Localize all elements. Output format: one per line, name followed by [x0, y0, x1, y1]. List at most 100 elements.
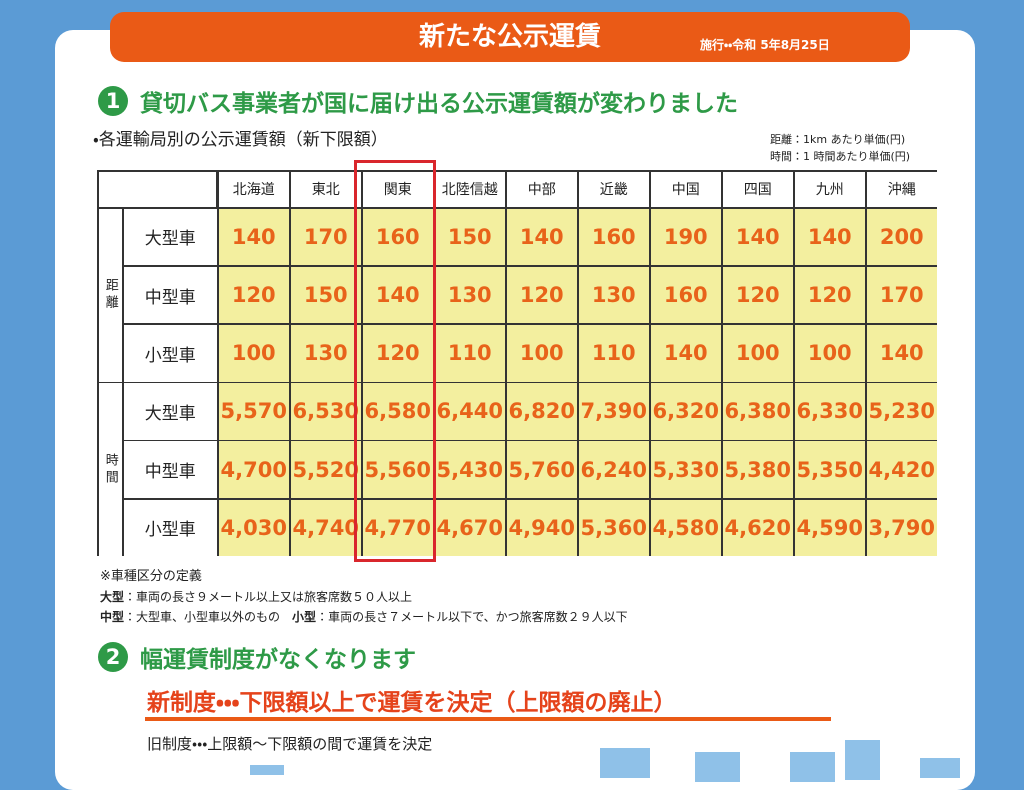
- fare-cell: 140: [650, 324, 721, 382]
- fare-cell: 200: [866, 208, 937, 266]
- column-header: 北海道: [218, 171, 289, 207]
- note-text: ：車両の長さ９メートル以上又は旅客席数５０人以上: [124, 590, 413, 604]
- note-label: 大型: [100, 590, 125, 604]
- fare-cell: 6,240: [578, 441, 649, 498]
- vehicle-type: 大型車: [123, 383, 217, 440]
- fare-cell: 5,560: [362, 441, 433, 498]
- fare-cell: 4,590: [794, 499, 865, 557]
- fare-cell: 4,670: [434, 499, 505, 557]
- fare-cell: 110: [434, 324, 505, 382]
- fare-table: 北海道 東北 関東 北陸信越 中部 近畿 中国 四国 九州 沖縄 距離 大型車 140 170 160 150…: [97, 170, 937, 557]
- fare-cell: 7,390: [578, 383, 649, 440]
- fare-cell: 4,030: [218, 499, 289, 557]
- group-label: 距離: [98, 208, 122, 382]
- header-bar: [110, 12, 910, 62]
- fare-cell: 6,580: [362, 383, 433, 440]
- decoration: [695, 752, 740, 782]
- column-header: 九州: [794, 171, 865, 207]
- fare-cell: 6,380: [722, 383, 793, 440]
- decoration: [600, 748, 650, 778]
- vehicle-type: 小型車: [123, 499, 217, 557]
- fare-cell: 5,380: [722, 441, 793, 498]
- fare-cell: 130: [434, 266, 505, 324]
- fare-cell: 5,350: [794, 441, 865, 498]
- fare-cell: 100: [506, 324, 577, 382]
- column-header: 北陸信越: [434, 171, 505, 207]
- fare-cell: 140: [362, 266, 433, 324]
- section-heading: 貸切バス事業者が国に届け出る公示運賃額が変わりました: [140, 91, 738, 117]
- fare-cell: 170: [290, 208, 361, 266]
- fare-cell: 110: [578, 324, 649, 382]
- fare-cell: 100: [218, 324, 289, 382]
- corner-cell: [98, 171, 216, 207]
- fare-cell: 4,740: [290, 499, 361, 557]
- fare-cell: 160: [578, 208, 649, 266]
- fare-cell: 170: [866, 266, 937, 324]
- column-header: 近畿: [578, 171, 649, 207]
- fare-cell: 5,360: [578, 499, 649, 557]
- fare-cell: 150: [290, 266, 361, 324]
- fare-cell: 140: [722, 208, 793, 266]
- fare-cell: 4,420: [866, 441, 937, 498]
- fare-cell: 4,580: [650, 499, 721, 557]
- fare-cell: 6,820: [506, 383, 577, 440]
- vehicle-type: 小型車: [123, 324, 217, 382]
- fare-cell: 5,760: [506, 441, 577, 498]
- fare-cell: 160: [650, 266, 721, 324]
- fare-cell: 6,330: [794, 383, 865, 440]
- column-header: 四国: [722, 171, 793, 207]
- decoration: [250, 765, 284, 775]
- fare-cell: 120: [722, 266, 793, 324]
- fare-cell: 5,430: [434, 441, 505, 498]
- vehicle-type: 大型車: [123, 208, 217, 266]
- notes-title: ※車種区分の定義: [100, 569, 202, 584]
- unit-note: 距離：1km あたり単価(円): [770, 133, 906, 146]
- fare-cell: 190: [650, 208, 721, 266]
- section-number: 1: [98, 86, 128, 116]
- date: 施行・・令和 5年8月25日: [700, 38, 830, 52]
- new-system: 新制度・・・下限額以上で運賃を決定（上限額の廃止）: [147, 690, 677, 716]
- section-number: 2: [98, 642, 128, 672]
- fare-cell: 150: [434, 208, 505, 266]
- column-header: 東北: [290, 171, 361, 207]
- fare-cell: 5,230: [866, 383, 937, 440]
- fare-cell: 4,940: [506, 499, 577, 557]
- fare-cell: 140: [794, 208, 865, 266]
- note-line: 大型：車両の長さ９メートル以上又は旅客席数５０人以上: [100, 588, 412, 605]
- decoration: [920, 758, 960, 778]
- underline: [145, 717, 831, 721]
- fare-cell: 120: [506, 266, 577, 324]
- fare-cell: 100: [794, 324, 865, 382]
- note-label: 中型: [100, 610, 125, 624]
- column-header: 関東: [362, 171, 433, 207]
- note-line: 中型：大型車、小型車以外のもの 小型：車両の長さ７メートル以下で、かつ旅客席数２…: [100, 608, 628, 625]
- highlight-box: [354, 160, 436, 562]
- fare-cell: 4,770: [362, 499, 433, 557]
- group-label: 時間: [98, 383, 122, 557]
- note-label: 小型: [292, 610, 317, 624]
- old-system: 旧制度・・・上限額〜下限額の間で運賃を決定: [147, 735, 433, 753]
- fare-cell: 4,700: [218, 441, 289, 498]
- fare-cell: 120: [794, 266, 865, 324]
- note-text: ：大型車、小型車以外のもの: [124, 610, 281, 624]
- fare-cell: 6,320: [650, 383, 721, 440]
- fare-cell: 120: [218, 266, 289, 324]
- note-text: ：車両の長さ７メートル以下で、かつ旅客席数２９人以下: [316, 610, 628, 624]
- vehicle-type: 中型車: [123, 441, 217, 498]
- fare-cell: 3,790: [866, 499, 937, 557]
- fare-cell: 140: [506, 208, 577, 266]
- decoration: [845, 740, 880, 780]
- column-header: 沖縄: [866, 171, 937, 207]
- vehicle-type: 中型車: [123, 266, 217, 324]
- page: 新たな公示運賃 施行・・令和 5年8月25日 1 貸切バス事業者が国に届け出る公…: [55, 12, 975, 790]
- unit-note: 時間：1 時間あたり単価(円): [770, 150, 911, 163]
- fare-cell: 160: [362, 208, 433, 266]
- fare-cell: 6,440: [434, 383, 505, 440]
- fare-cell: 5,520: [290, 441, 361, 498]
- fare-cell: 120: [362, 324, 433, 382]
- title: 新たな公示運賃: [418, 22, 601, 52]
- column-header: 中国: [650, 171, 721, 207]
- fare-cell: 5,330: [650, 441, 721, 498]
- fare-cell: 130: [290, 324, 361, 382]
- fare-cell: 5,570: [218, 383, 289, 440]
